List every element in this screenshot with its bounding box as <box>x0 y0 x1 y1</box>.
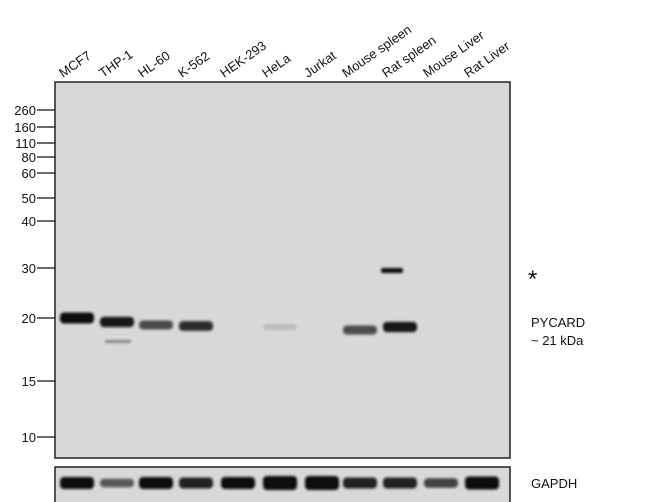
target-bands <box>60 268 417 343</box>
marker-label: 50 <box>22 191 36 206</box>
gapdh-band <box>139 477 173 489</box>
loading-control-label: GAPDH <box>531 476 577 491</box>
lane-label: HEK-293 <box>217 38 269 81</box>
lower-faint-band <box>105 340 131 343</box>
marker-label: 260 <box>14 103 36 118</box>
marker-label: 60 <box>22 166 36 181</box>
nonspecific-band-30kda <box>381 268 403 273</box>
target-band <box>60 312 94 324</box>
marker-label: 30 <box>22 261 36 276</box>
gapdh-band <box>221 477 255 489</box>
lane-label: K-562 <box>175 48 212 80</box>
gapdh-band <box>383 477 417 489</box>
lane-label: HeLa <box>259 50 294 81</box>
gapdh-band <box>100 478 134 488</box>
gapdh-bands <box>60 476 499 490</box>
marker-label: 160 <box>14 120 36 135</box>
target-band <box>139 320 173 330</box>
marker-label: 110 <box>15 136 36 151</box>
gapdh-band <box>305 476 339 490</box>
gapdh-band <box>179 477 213 489</box>
marker-label: 20 <box>22 311 36 326</box>
target-band <box>179 321 213 331</box>
marker-label: 10 <box>22 430 36 445</box>
marker-label: 80 <box>22 150 36 165</box>
target-band <box>263 323 297 331</box>
lane-label: Jurkat <box>301 48 339 81</box>
lane-label: THP-1 <box>96 47 135 81</box>
target-protein-label: PYCARD <box>531 315 585 330</box>
gapdh-band <box>343 477 377 489</box>
gapdh-band <box>263 476 297 490</box>
gapdh-band <box>424 478 458 488</box>
target-size-label: ~ 21 kDa <box>531 333 584 348</box>
gapdh-band <box>60 477 94 489</box>
gapdh-band <box>465 476 499 490</box>
target-band <box>343 325 377 335</box>
lane-label: HL-60 <box>135 48 173 81</box>
main-blot-membrane <box>54 81 511 459</box>
nonspecific-band-asterisk: * <box>528 266 537 293</box>
target-band <box>100 316 134 328</box>
marker-label: 40 <box>22 214 36 229</box>
lane-label: MCF7 <box>56 48 94 81</box>
marker-label: 15 <box>22 374 36 389</box>
target-band <box>383 321 417 333</box>
